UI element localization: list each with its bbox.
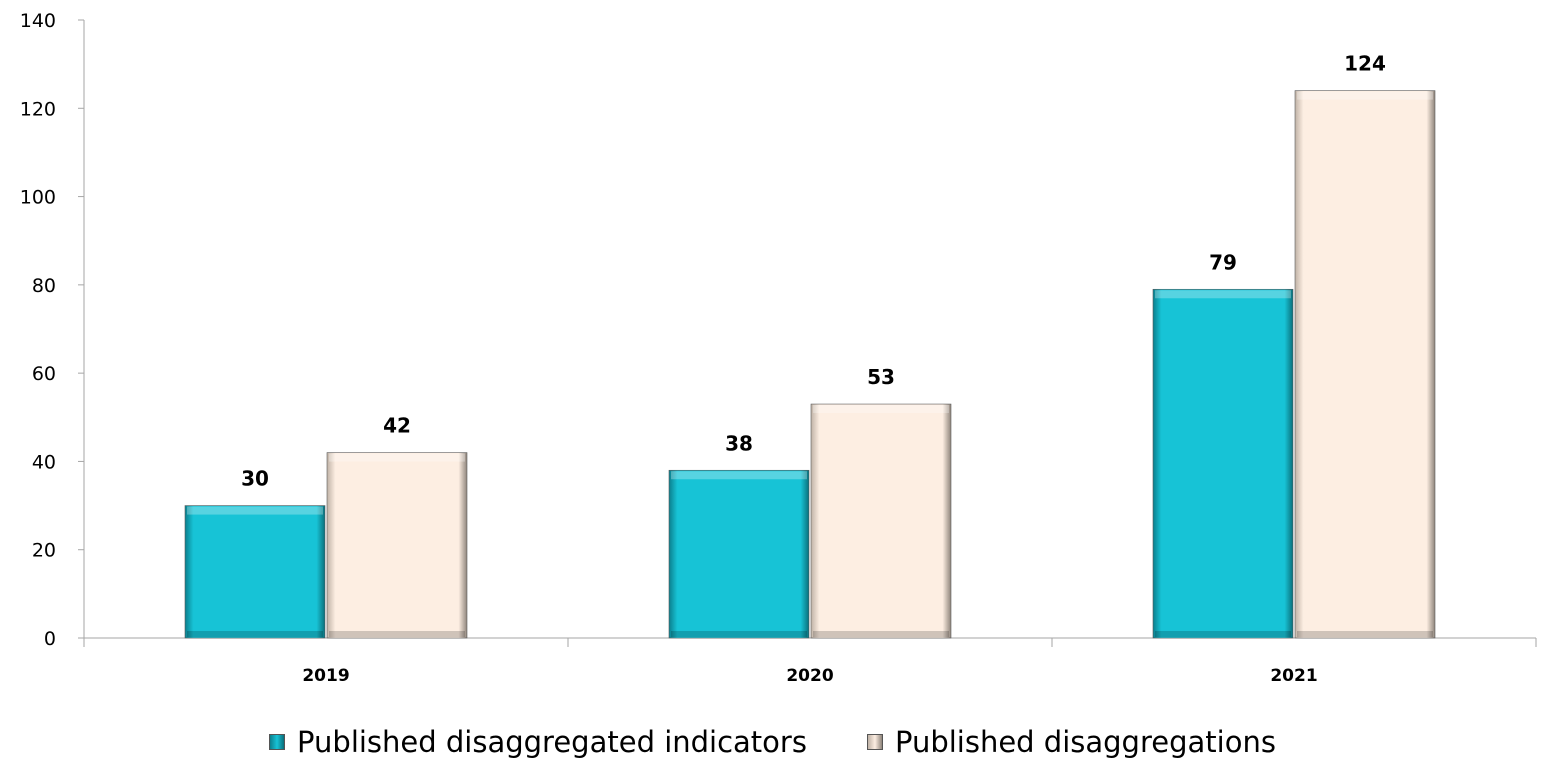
bar (1294, 90, 1436, 639)
y-tick-label: 100 (20, 187, 56, 209)
x-category-label: 2020 (786, 666, 833, 686)
y-tick-label: 20 (32, 540, 56, 562)
y-tick-label: 0 (44, 628, 56, 650)
bar (184, 505, 326, 639)
bar (668, 469, 810, 639)
y-tick-label: 60 (32, 363, 56, 385)
data-label: 124 (1344, 52, 1386, 76)
chart-axes: 0 20 40 60 80 100 120 140 2019 2020 2021 (20, 10, 1537, 686)
chart-data-labels: 30 38 79 42 53 124 (241, 52, 1386, 491)
bar (810, 403, 952, 639)
data-label: 79 (1209, 250, 1237, 274)
legend-item-indicators: Published disaggregated indicators (269, 725, 807, 759)
bar (326, 452, 468, 639)
data-label: 53 (867, 365, 895, 389)
legend-item-disaggregations: Published disaggregations (866, 725, 1276, 759)
y-tick-label: 40 (32, 451, 56, 473)
y-tick-label: 120 (20, 98, 56, 120)
legend-label-disaggregations: Published disaggregations (894, 725, 1276, 759)
y-tick-label: 140 (20, 10, 56, 32)
chart-bars (184, 90, 1436, 639)
legend-label-indicators: Published disaggregated indicators (297, 725, 807, 759)
bar (1152, 288, 1294, 639)
data-label: 42 (383, 414, 411, 438)
x-category-label: 2021 (1270, 666, 1317, 686)
legend-swatch-indicators (269, 734, 286, 750)
y-tick-label: 80 (32, 275, 56, 297)
chart-legend: Published disaggregated indicators Publi… (0, 722, 1545, 762)
legend-swatch-disaggregations (866, 734, 883, 750)
x-category-label: 2019 (302, 666, 349, 686)
data-label: 30 (241, 467, 269, 491)
data-label: 38 (725, 431, 753, 455)
